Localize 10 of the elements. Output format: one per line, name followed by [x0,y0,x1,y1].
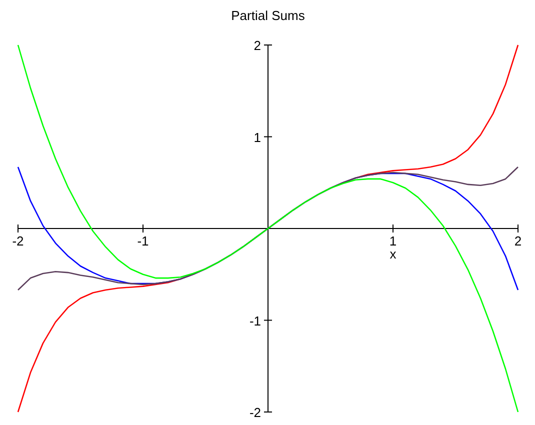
x-axis-title: x [390,246,397,262]
x-tick-label: -2 [12,234,24,248]
y-tick-label: -1 [249,313,261,328]
y-tick-label: 1 [254,130,261,145]
x-tick-label: -1 [137,234,149,248]
x-tick-label: 1 [389,234,397,248]
y-tick-label: -2 [249,405,261,420]
chart-title: Partial Sums [231,8,306,23]
x-tick-label: 2 [514,234,522,248]
y-tick-label: 2 [254,38,261,53]
